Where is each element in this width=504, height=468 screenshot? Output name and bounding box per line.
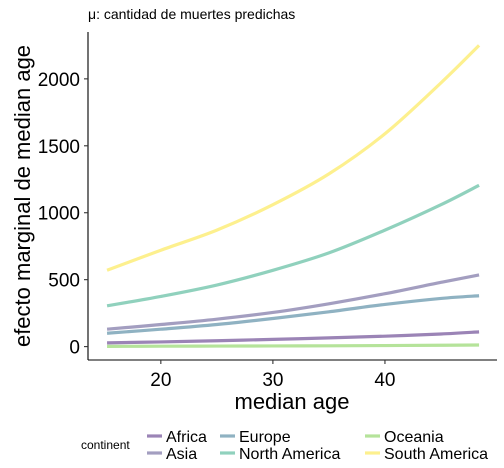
legend-label-europe: Europe [239,429,291,446]
y-axis-ticks: 0 500 1000 1500 2000 [38,70,88,359]
legend-label-oceania: Oceania [384,429,444,446]
x-axis-title: median age [235,389,350,414]
y-tick-label: 2000 [38,70,80,91]
x-tick-label: 40 [374,370,395,391]
y-tick-label: 1000 [38,204,80,225]
series-line-africa [107,330,480,345]
series-line-oceania [107,343,480,348]
x-axis-ticks: 20 30 40 [150,360,396,391]
y-axis-title: efecto marginal de median age [10,45,35,347]
legend-label-south-america: South America [384,446,488,463]
legend-label-asia: Asia [166,446,197,463]
series-line-south-america [106,44,481,272]
y-tick-label: 500 [48,271,80,292]
y-tick-label: 0 [69,338,80,359]
series-line-asia [106,273,480,331]
series-layer [106,44,481,348]
series-line-north-america [106,183,480,308]
chart-subtitle: μ: cantidad de muertes predichas [88,6,295,22]
legend-label-africa: Africa [166,429,207,446]
y-tick-label: 1500 [38,137,80,158]
legend-title: continent [81,438,130,452]
x-tick-label: 30 [262,370,283,391]
legend-label-north-america: North America [239,446,340,463]
series-line-europe [106,294,480,335]
x-tick-label: 20 [150,370,171,391]
